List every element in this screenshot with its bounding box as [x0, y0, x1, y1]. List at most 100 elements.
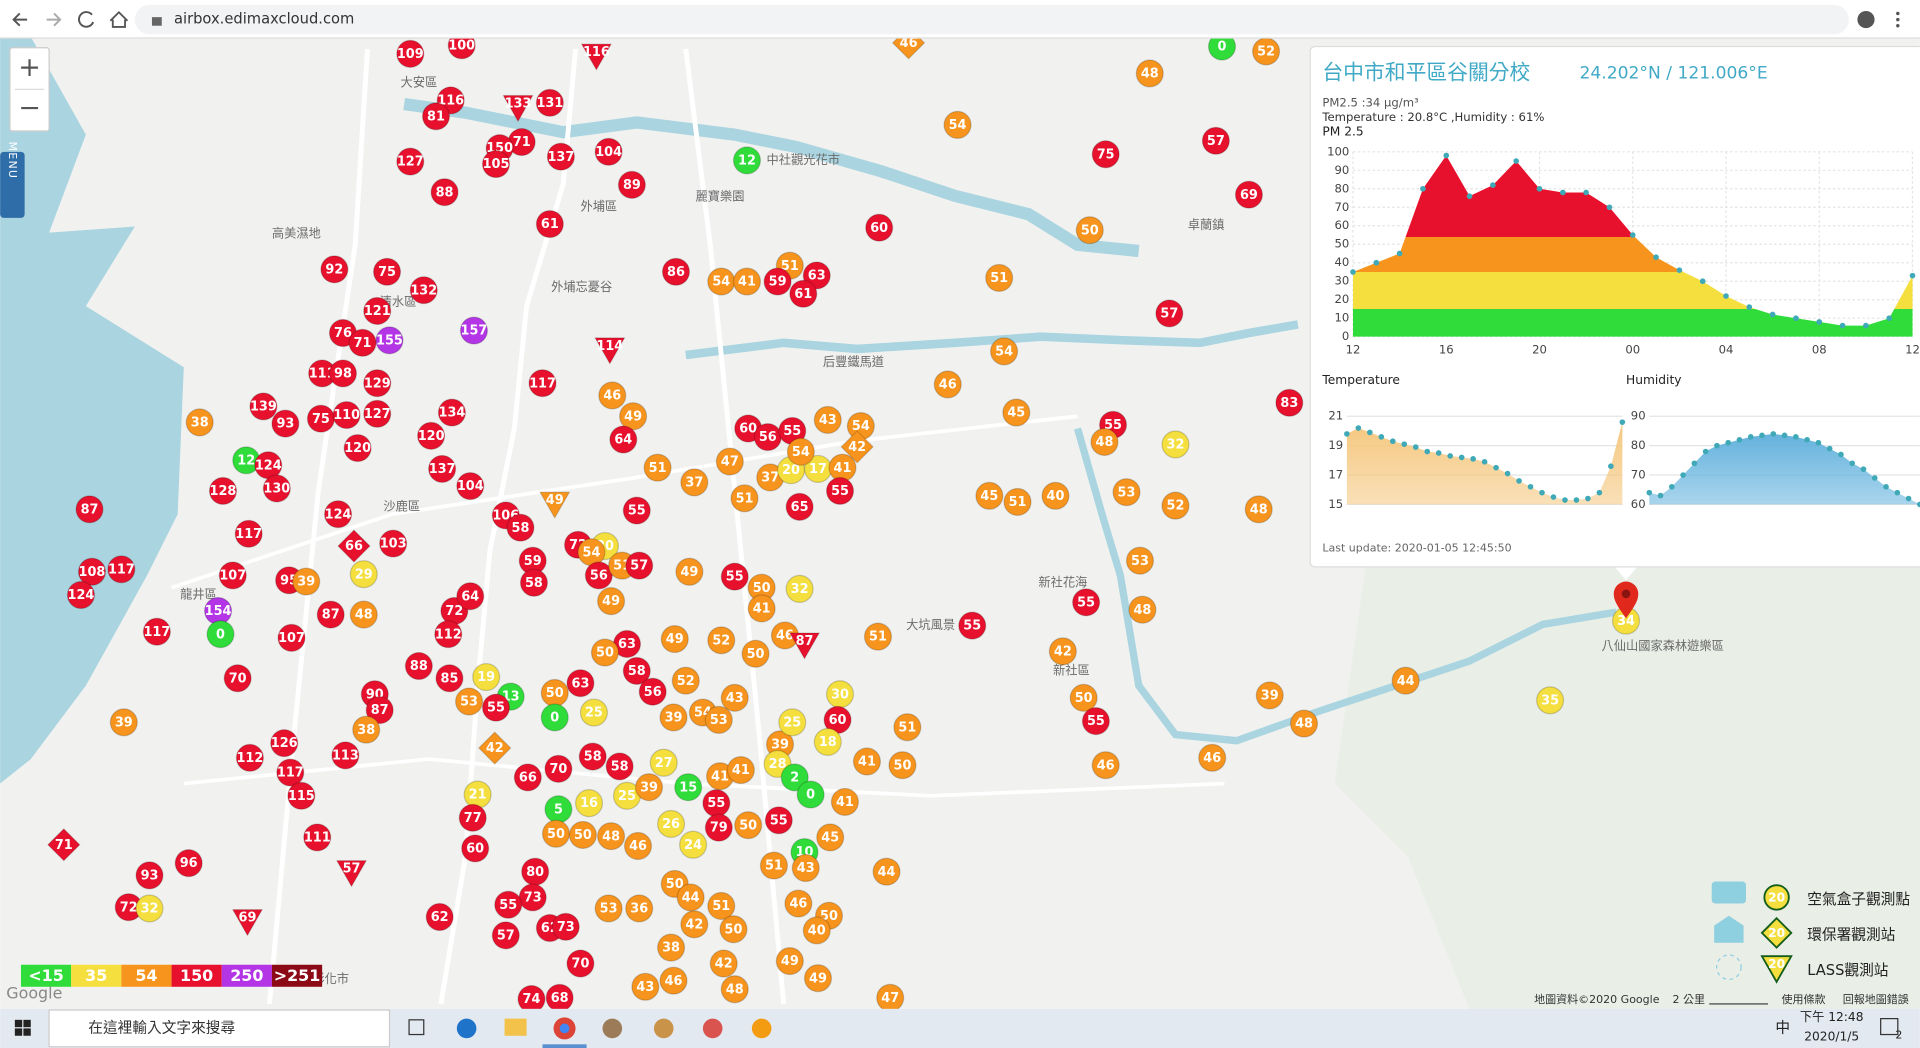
airbox-marker[interactable] — [343, 434, 372, 463]
app-icon[interactable] — [602, 1018, 623, 1039]
airbox-marker[interactable] — [417, 421, 446, 450]
station-marker[interactable]: 133 — [502, 94, 534, 123]
airbox-marker[interactable] — [661, 257, 691, 286]
station-marker[interactable]: 137 — [546, 142, 575, 171]
station-marker[interactable]: 86 — [661, 257, 691, 286]
station-marker[interactable]: 75 — [306, 404, 335, 433]
airbox-marker[interactable] — [1198, 743, 1227, 772]
airbox-marker[interactable] — [594, 894, 623, 923]
station-marker[interactable]: 50 — [590, 638, 620, 667]
station-marker[interactable]: 48 — [720, 975, 749, 1004]
airbox-marker[interactable] — [1069, 683, 1098, 712]
station-marker[interactable]: 117 — [528, 369, 557, 398]
station-marker[interactable]: 88 — [430, 178, 459, 207]
station-marker[interactable]: 75 — [372, 257, 402, 286]
station-marker[interactable]: 51 — [1003, 487, 1032, 517]
station-marker[interactable]: 42 — [840, 430, 874, 464]
station-marker[interactable]: 57 — [491, 921, 520, 950]
station-marker[interactable]: 70 — [544, 754, 573, 783]
airbox-marker[interactable] — [596, 587, 626, 616]
airbox-marker[interactable] — [262, 474, 291, 503]
station-marker[interactable]: 116 — [580, 43, 613, 72]
airbox-marker[interactable] — [249, 392, 278, 421]
station-marker[interactable]: 50 — [1069, 683, 1098, 712]
station-marker[interactable]: 85 — [435, 664, 464, 693]
airbox-marker[interactable] — [109, 708, 138, 737]
station-marker[interactable]: 25 — [612, 781, 642, 810]
station-marker[interactable]: 65 — [785, 492, 814, 521]
station-marker[interactable]: 16 — [574, 789, 604, 818]
station-marker[interactable]: 52 — [707, 626, 736, 655]
station-marker[interactable]: 110 — [332, 400, 361, 430]
airbox-marker[interactable] — [609, 425, 638, 454]
airbox-marker[interactable] — [975, 481, 1004, 510]
menu-tab[interactable] — [0, 151, 25, 218]
airbox-marker[interactable] — [726, 756, 755, 785]
airbox-marker[interactable] — [404, 651, 433, 681]
airbox-marker[interactable] — [778, 708, 807, 737]
airbox-marker[interactable] — [816, 823, 845, 852]
task-view[interactable] — [408, 1019, 425, 1036]
airbox-marker[interactable] — [546, 142, 575, 171]
airbox-marker[interactable] — [720, 562, 749, 591]
station-marker[interactable]: 124 — [66, 580, 96, 610]
station-marker[interactable]: 38 — [656, 933, 686, 962]
airbox-marker[interactable] — [349, 600, 378, 629]
airbox-marker[interactable] — [223, 664, 252, 693]
airbox-marker[interactable] — [456, 471, 485, 501]
airbox-marker[interactable] — [813, 727, 842, 757]
airbox-marker[interactable] — [409, 276, 438, 305]
station-marker[interactable]: 80 — [521, 857, 550, 886]
airbox-marker[interactable] — [1135, 59, 1164, 88]
station-marker[interactable]: 41 — [732, 267, 762, 296]
station-marker[interactable]: 53 — [1112, 478, 1141, 507]
station-marker[interactable]: 32 — [1161, 430, 1190, 459]
terms-link[interactable]: 使用條款 — [1782, 992, 1826, 1006]
airbox-marker[interactable] — [622, 656, 651, 685]
station-marker[interactable]: 39 — [634, 773, 664, 802]
station-marker[interactable]: 55 — [764, 806, 793, 835]
station-marker[interactable]: 50 — [888, 751, 917, 780]
station-marker[interactable]: 51 — [893, 713, 922, 742]
station-marker[interactable]: 73 — [551, 912, 580, 941]
station-marker[interactable]: 103 — [379, 529, 408, 558]
station-marker[interactable]: 105 — [481, 149, 511, 179]
station-marker[interactable]: 53 — [594, 894, 623, 923]
station-marker[interactable]: 66 — [337, 529, 371, 563]
airbox-marker[interactable] — [454, 687, 484, 716]
station-marker[interactable]: 49 — [596, 587, 626, 616]
station-marker[interactable]: 41 — [747, 594, 776, 623]
airbox-marker[interactable] — [287, 781, 316, 810]
station-marker[interactable]: 60 — [461, 834, 490, 863]
airbox-marker[interactable] — [1125, 546, 1155, 575]
station-marker[interactable]: 12 — [732, 146, 762, 175]
start-button[interactable] — [14, 1019, 23, 1028]
station-marker[interactable]: 71 — [507, 127, 536, 157]
airbox-marker[interactable] — [785, 574, 814, 603]
station-marker[interactable]: 44 — [676, 883, 705, 912]
airbox-marker[interactable] — [775, 946, 804, 976]
airbox-marker[interactable] — [680, 468, 709, 497]
airbox-marker[interactable] — [541, 819, 571, 848]
station-marker[interactable]: 100 — [447, 31, 476, 60]
station-marker[interactable]: 46 — [659, 966, 688, 995]
station-marker[interactable]: 71 — [47, 827, 81, 862]
station-marker[interactable]: 48 — [349, 600, 378, 629]
airbox-marker[interactable] — [544, 754, 573, 783]
airbox-marker[interactable] — [363, 369, 392, 398]
station-marker[interactable]: 46 — [598, 381, 627, 410]
airbox-marker[interactable] — [1391, 666, 1420, 695]
station-marker[interactable]: 46 — [933, 370, 962, 399]
airbox-marker[interactable] — [671, 666, 700, 695]
station-marker[interactable]: 93 — [135, 861, 164, 890]
station-marker[interactable]: 26 — [656, 809, 686, 839]
airbox-marker[interactable] — [1234, 180, 1264, 209]
airbox-marker[interactable] — [568, 820, 597, 850]
station-marker[interactable]: 45 — [975, 481, 1004, 510]
station-marker[interactable]: 42 — [477, 731, 512, 765]
airbox-marker[interactable] — [764, 806, 793, 835]
station-marker[interactable]: 74 — [517, 984, 546, 1014]
station-marker[interactable]: 40 — [802, 916, 831, 945]
address-bar[interactable] — [134, 4, 1849, 35]
airbox-marker[interactable] — [421, 102, 451, 131]
